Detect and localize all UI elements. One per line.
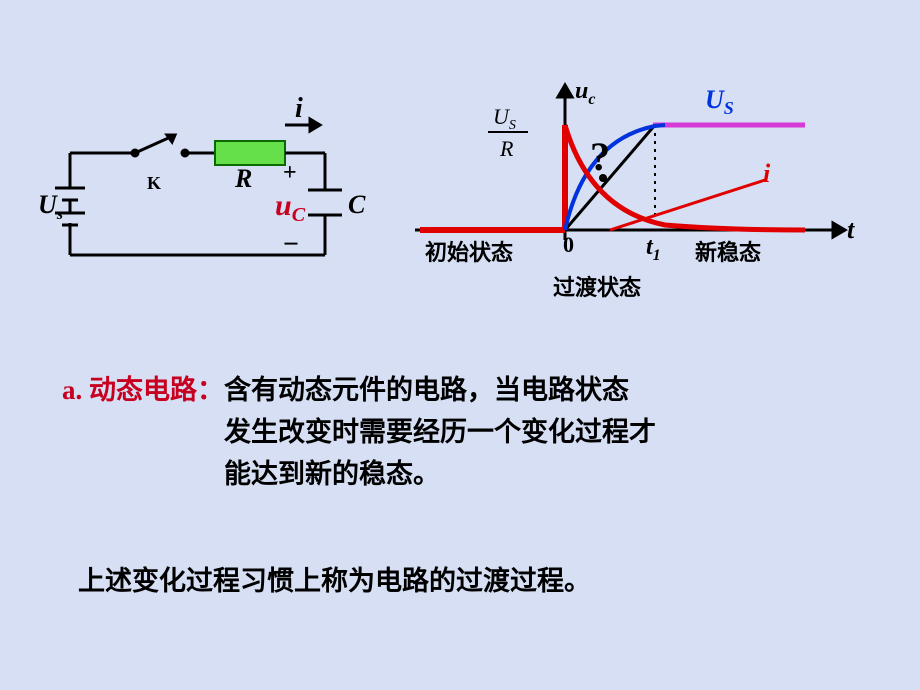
fraction-UsR: US R — [488, 104, 528, 161]
conclusion-line: 上述变化过程习惯上称为电路的过渡过程。 — [78, 560, 591, 603]
heading-body3: 能达到新的稳态。 — [224, 459, 440, 489]
question-mark: ? — [590, 134, 610, 179]
label-plus: + — [283, 160, 297, 186]
label-R: R — [234, 164, 252, 193]
heading-body1: 含有动态元件的电路，当电路状态 — [224, 375, 629, 405]
svg-text:R: R — [499, 136, 514, 161]
heading-body2: 发生改变时需要经历一个变化过程才 — [224, 417, 656, 447]
transition-graph: ? uc US US R i 0 t1 t 初始状态 过渡状态 新稳态 — [405, 70, 885, 300]
label-C: C — [348, 190, 366, 219]
circuit-diagram: Us K R i + − uC C — [20, 75, 380, 295]
label-initial-state: 初始状态 — [425, 240, 513, 265]
label-new-state: 新稳态 — [695, 240, 761, 265]
label-i-graph: i — [763, 159, 771, 188]
label-uc-axis: uc — [575, 78, 595, 108]
label-transition-state: 过渡状态 — [553, 275, 641, 300]
svg-text:US: US — [493, 104, 516, 133]
label-i: i — [295, 93, 303, 124]
slide: Us K R i + − uC C — [0, 0, 920, 690]
heading-prefix: a. — [62, 375, 82, 405]
label-uC: uC — [275, 189, 306, 226]
definition-block: a. 动态电路：含有动态元件的电路，当电路状态 a. 动态电路：发生改变时需要经… — [62, 370, 656, 496]
label-t1: t1 — [646, 234, 661, 264]
label-K: K — [147, 173, 161, 193]
label-Us: Us — [38, 190, 63, 223]
label-Us-graph: US — [705, 85, 734, 118]
heading-red: 动态电路： — [89, 375, 224, 405]
label-t: t — [847, 215, 855, 244]
label-minus: − — [283, 229, 299, 260]
label-origin: 0 — [563, 232, 574, 257]
